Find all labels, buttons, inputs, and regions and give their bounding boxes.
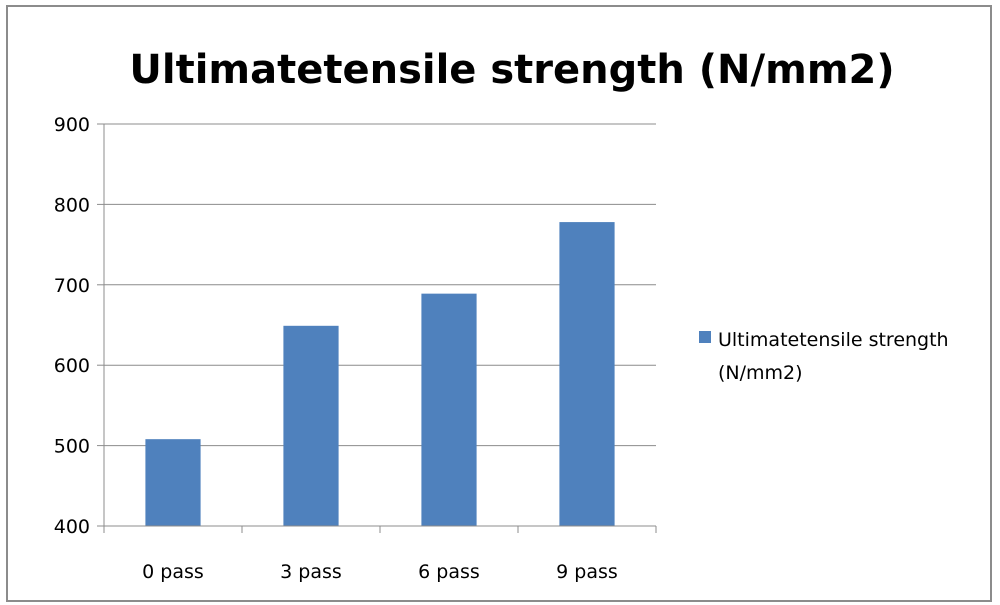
legend: Ultimatetensile strength (N/mm2) (699, 329, 949, 384)
bar-0-pass (145, 439, 201, 526)
bar-9-pass (559, 222, 615, 526)
y-tick-label: 400 (54, 516, 90, 538)
bar-6-pass (421, 293, 477, 526)
legend-label-line-1: Ultimatetensile strength (718, 329, 949, 351)
bars (145, 222, 615, 526)
chart-title: Ultimatetensile strength (N/mm2) (129, 47, 894, 93)
y-tick-label: 700 (54, 275, 90, 297)
x-tick-label: 0 pass (142, 561, 204, 583)
y-tick-label: 600 (54, 355, 90, 377)
x-tick-label: 9 pass (556, 561, 618, 583)
y-tick-label: 500 (54, 436, 90, 458)
x-tick-label: 6 pass (418, 561, 480, 583)
bar-3-pass (283, 325, 339, 526)
y-axis-ticks: 400 500 600 700 800 900 (54, 114, 104, 538)
x-axis-ticks: 0 pass 3 pass 6 pass 9 pass (103, 526, 657, 583)
axes (103, 124, 656, 527)
legend-swatch (699, 331, 711, 343)
legend-label-line-2: (N/mm2) (718, 362, 803, 384)
y-tick-label: 800 (54, 194, 90, 216)
y-tick-label: 900 (54, 114, 90, 136)
x-tick-label: 3 pass (280, 561, 342, 583)
